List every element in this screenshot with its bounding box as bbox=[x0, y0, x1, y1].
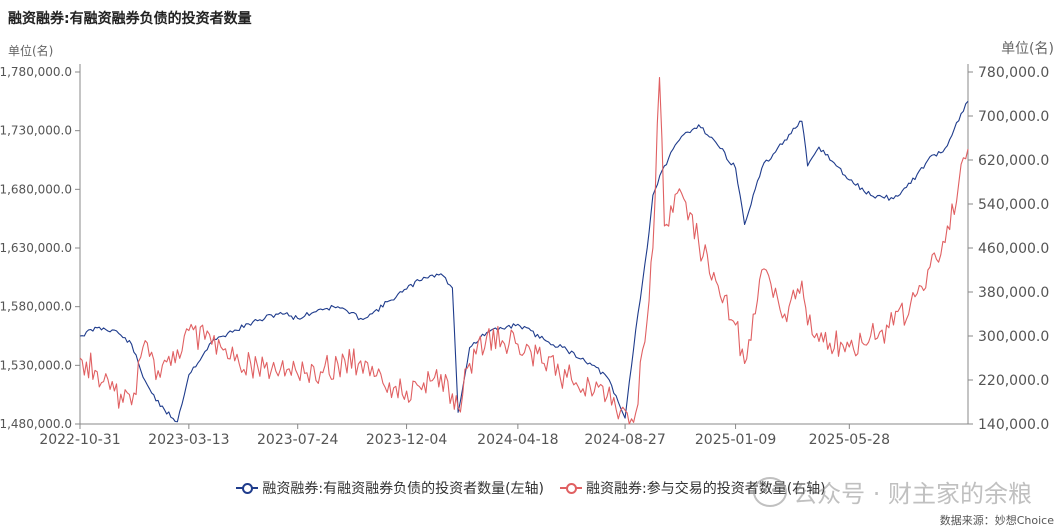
y-right-tick-label: 220,000.0 bbox=[978, 373, 1049, 389]
y-left-tick-label: 1,530,000.0 bbox=[0, 358, 72, 372]
x-tick-label: 2023-07-24 bbox=[257, 432, 338, 448]
y-left-tick-label: 1,730,000.0 bbox=[0, 124, 72, 138]
watermark-text: 公众号 · 财主家的余粮 bbox=[793, 480, 1032, 508]
data-source: 数据来源：妙想Choice bbox=[939, 514, 1054, 527]
x-tick-label: 2025-05-28 bbox=[809, 432, 890, 448]
y-left-tick-label: 1,780,000.0 bbox=[0, 65, 72, 79]
y-right-tick-label: 780,000.0 bbox=[978, 65, 1049, 81]
y-left-tick-label: 1,480,000.0 bbox=[0, 417, 72, 431]
y-right-tick-label: 140,000.0 bbox=[978, 417, 1049, 433]
x-tick-label: 2025-01-09 bbox=[695, 432, 776, 448]
y-right-tick-label: 620,000.0 bbox=[978, 153, 1049, 169]
chart-title: 融资融券:有融资融券负债的投资者数量 bbox=[8, 11, 252, 27]
y-left-tick-label: 1,630,000.0 bbox=[0, 241, 72, 255]
y-right-tick-label: 300,000.0 bbox=[978, 329, 1049, 345]
left-axis-unit: 单位(名) bbox=[8, 44, 54, 58]
legend-swatch-right bbox=[560, 481, 582, 495]
y-right-tick-label: 460,000.0 bbox=[978, 241, 1049, 257]
series-line-left bbox=[79, 100, 969, 423]
x-tick-label: 2024-04-18 bbox=[477, 432, 558, 448]
y-right-tick-label: 540,000.0 bbox=[978, 197, 1049, 213]
y-right-tick-label: 700,000.0 bbox=[978, 109, 1049, 125]
x-tick-label: 2023-12-04 bbox=[366, 432, 447, 448]
y-right-tick-label: 380,000.0 bbox=[978, 285, 1049, 301]
series-line-right bbox=[79, 76, 969, 425]
wechat-icon bbox=[753, 476, 788, 507]
y-left-tick-label: 1,680,000.0 bbox=[0, 182, 72, 196]
legend-item-left[interactable]: 融资融券:有融资融券负债的投资者数量(左轴) bbox=[236, 478, 544, 498]
series-layer bbox=[79, 76, 969, 425]
x-tick-label: 2024-08-27 bbox=[584, 432, 665, 448]
legend-swatch-left bbox=[236, 481, 259, 495]
watermark: 公众号 · 财主家的余粮 bbox=[753, 474, 1032, 509]
x-tick-label: 2022-10-31 bbox=[39, 432, 120, 448]
axis-layer: 1,480,000.0 1,530,000.0 1,580,000.0 1,630,0… bbox=[0, 64, 1049, 448]
right-axis-unit: 单位(名) bbox=[1001, 41, 1054, 57]
legend-label-left: 融资融券:有融资融券负债的投资者数量(左轴) bbox=[262, 481, 544, 497]
y-left-tick-label: 1,580,000.0 bbox=[0, 300, 72, 314]
x-tick-label: 2023-03-13 bbox=[148, 432, 229, 448]
